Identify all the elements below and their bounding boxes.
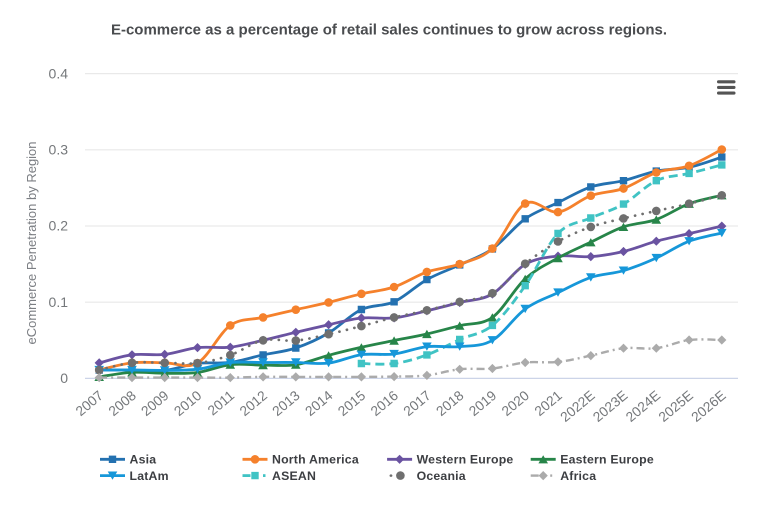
svg-text:0: 0 <box>60 370 68 386</box>
svg-text:ASEAN: ASEAN <box>272 469 316 483</box>
svg-text:Oceania: Oceania <box>417 469 466 483</box>
svg-text:0.1: 0.1 <box>49 294 69 310</box>
svg-text:Asia: Asia <box>130 453 157 467</box>
svg-text:0.4: 0.4 <box>49 65 69 81</box>
svg-text:Africa: Africa <box>560 469 596 483</box>
svg-text:0.2: 0.2 <box>49 218 69 234</box>
svg-text:0.3: 0.3 <box>49 142 69 158</box>
svg-text:eCommerce Penetration by Regio: eCommerce Penetration by Region <box>24 141 39 344</box>
svg-text:Eastern Europe: Eastern Europe <box>560 453 654 467</box>
svg-text:LatAm: LatAm <box>130 469 169 483</box>
svg-text:North America: North America <box>272 453 359 467</box>
svg-text:E-commerce as a percentage of: E-commerce as a percentage of retail sal… <box>111 22 667 39</box>
svg-text:Western Europe: Western Europe <box>417 453 514 467</box>
